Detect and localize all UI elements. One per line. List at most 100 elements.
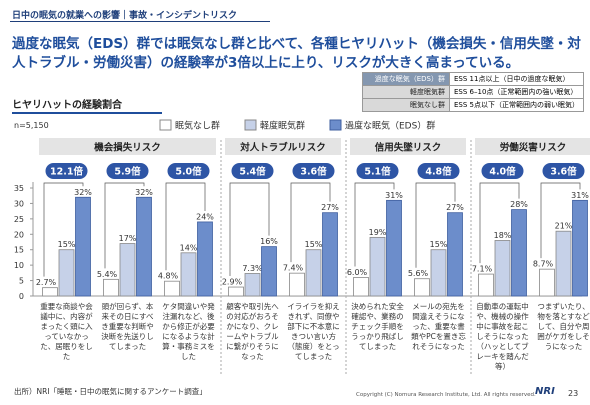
- value-label: 32%: [74, 188, 92, 197]
- source: 出所）NRI「睡眠・日中の眠気に関するアンケート調査」: [14, 387, 207, 396]
- rule: [10, 21, 270, 22]
- ratio-bracket: [229, 182, 270, 277]
- breadcrumb: 日中の眠気の就業への影響｜事故・インシデントリスク: [12, 11, 238, 21]
- group-title: 労働災害リスク: [500, 142, 567, 154]
- slide-title: 過度な眠気（EDS）群では眠気なし群と比べて、各種ヒヤリハット（機会損失・信用失…: [12, 36, 581, 71]
- value-label: 31%: [571, 191, 589, 200]
- bar: [322, 212, 338, 297]
- item-label: 自動車の運転中や、機械の操作中に事故を起こしそうになった（ハッとしてブレーキを踏…: [476, 302, 529, 371]
- legend-label: 過度な眠気（EDS）群: [345, 120, 435, 132]
- ratio-badge: [542, 163, 585, 179]
- bar: [494, 240, 511, 297]
- value-label: 7.1%: [472, 265, 493, 274]
- bar: [555, 230, 572, 297]
- value-label: 21%: [555, 222, 573, 231]
- ratio-bracket: [290, 182, 331, 263]
- bar: [136, 196, 152, 297]
- ratio-label: 4.0倍: [489, 166, 516, 178]
- value-label: 15%: [305, 240, 323, 249]
- bar: [572, 199, 588, 297]
- value-label: 27%: [321, 203, 339, 212]
- ratio-label: 3.6倍: [550, 166, 577, 178]
- bar: [430, 249, 447, 297]
- y-tick-label: 10: [14, 261, 24, 270]
- bar: [414, 278, 430, 297]
- y-tick-label: 35: [14, 184, 24, 193]
- legend-label: 眠気なし群: [175, 120, 220, 132]
- value-label: 8.7%: [533, 260, 554, 269]
- bar: [369, 236, 386, 297]
- ratio-bracket: [165, 182, 206, 271]
- ratio-label: 5.4倍: [239, 166, 266, 178]
- ratio-bracket: [104, 182, 145, 269]
- value-label: 17%: [119, 234, 137, 243]
- item-label: 顧客や取引先への対応がおろそかになり、クレームやトラブルに繋がりそうになった: [226, 302, 279, 361]
- value-label: 16%: [260, 237, 278, 246]
- value-label: 31%: [385, 191, 403, 200]
- ratio-badge: [167, 163, 210, 179]
- ratio-bracket: [415, 182, 456, 268]
- ratio-label: 3.6倍: [300, 166, 327, 178]
- bar: [228, 286, 244, 297]
- value-label: 18%: [494, 231, 512, 240]
- value-label: 7.4%: [283, 264, 304, 273]
- ratio-badge: [106, 163, 149, 179]
- ratio-badge: [481, 163, 524, 179]
- y-tick-label: 0: [19, 292, 24, 301]
- ratio-bracket: [43, 182, 84, 277]
- value-label: 2.7%: [36, 278, 57, 287]
- group-header: [475, 138, 590, 155]
- definition-table: 過度な眠気（EDS）群 ESS 11点以上（日中の過度な眠気） 軽度眠気群 ESS 6…: [362, 72, 584, 112]
- y-tick-label: 25: [14, 215, 24, 224]
- bar: [447, 212, 463, 297]
- y-tick-label: 15: [14, 246, 24, 255]
- ratio-label: 5.0倍: [175, 166, 202, 178]
- legend-swatch: [159, 119, 172, 131]
- y-tick-label: 20: [14, 230, 24, 239]
- ratio-label: 12.1倍: [50, 166, 83, 178]
- value-label: 27%: [446, 203, 464, 212]
- bar: [119, 243, 136, 297]
- group-title: 対人トラブルリスク: [239, 142, 326, 154]
- group-header: [350, 138, 466, 155]
- bar: [58, 249, 75, 297]
- value-label: 4.8%: [158, 272, 179, 281]
- value-label: 15%: [430, 240, 448, 249]
- ratio-bracket: [479, 182, 520, 264]
- value-label: 2.9%: [222, 278, 243, 287]
- legend-swatch: [244, 119, 257, 131]
- copyright: Copyright (C) Nomura Research Institute,…: [356, 392, 536, 398]
- bar: [42, 287, 58, 297]
- bar: [75, 196, 91, 297]
- ratio-bracket: [354, 182, 395, 267]
- item-label: メールの宛先を間違えそうになった、重要な書類やPCを置き忘れそうになった: [411, 302, 466, 351]
- bar: [289, 272, 305, 297]
- value-label: 28%: [510, 200, 528, 209]
- item-label: イライラを抑えきれず、同僚や部下に不本意にきつい言い方（態度）をとってしまった: [287, 302, 340, 361]
- group-header: [39, 138, 216, 155]
- item-label: ケタ間違いや発注漏れなど、後から修正が必要になるような計算・事務ミスをした: [162, 302, 215, 361]
- bar: [353, 277, 369, 297]
- bar: [180, 252, 197, 297]
- ratio-label: 4.8倍: [425, 166, 452, 178]
- ratio-badge: [417, 163, 460, 179]
- bar: [197, 221, 213, 297]
- value-label: 5.6%: [408, 269, 429, 278]
- value-label: 5.4%: [97, 270, 118, 279]
- bar: [164, 280, 180, 297]
- bar: [539, 268, 555, 297]
- group-title: 機会損失リスク: [94, 142, 161, 154]
- value-label: 19%: [369, 228, 387, 237]
- logo: NRI: [535, 386, 555, 397]
- y-tick-label: 5: [19, 277, 24, 286]
- group-header: [225, 138, 341, 155]
- legend-label: 軽度眠気群: [260, 120, 305, 132]
- bar: [244, 273, 261, 297]
- bar: [511, 209, 527, 297]
- item-label: 決められた安全確認や、業務のチェック手順をうっかり飛ばしてしまった: [351, 302, 404, 351]
- item-label: 頭が回らず、本来その日にすべき重要な判断や決断を先送りしてしまった: [101, 302, 154, 351]
- bar: [478, 273, 494, 297]
- definition-row: 眠気なし群 ESS 5点以下（正常範囲内の弱い眠気）: [362, 98, 584, 112]
- page-number: 23: [568, 389, 579, 398]
